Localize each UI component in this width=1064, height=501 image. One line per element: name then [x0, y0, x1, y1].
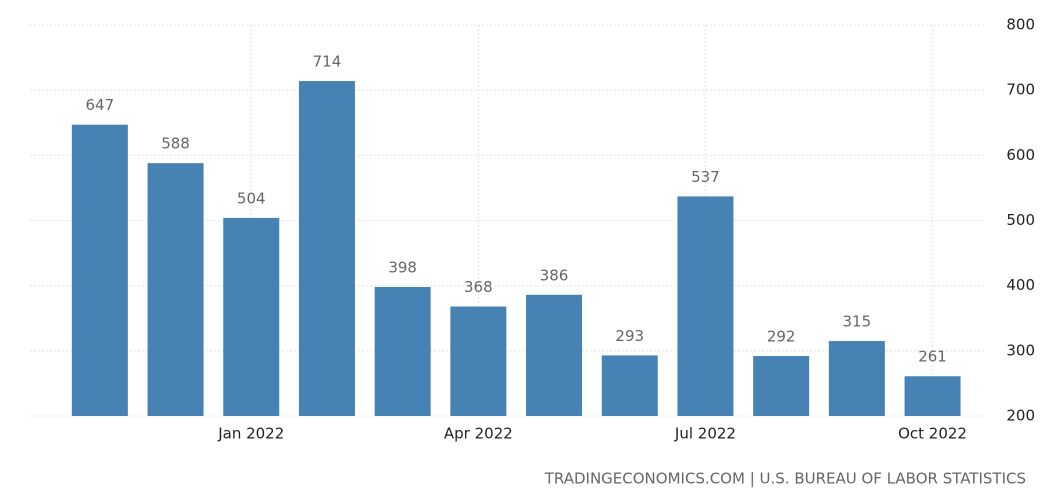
- y-tick-label: 300: [1006, 341, 1035, 359]
- y-tick-label: 400: [1006, 276, 1035, 294]
- bar: [71, 124, 128, 416]
- bar: [374, 286, 431, 416]
- value-label: 386: [540, 266, 569, 284]
- y-tick-label: 600: [1006, 146, 1035, 164]
- bar: [526, 294, 583, 416]
- value-label: 292: [767, 328, 796, 346]
- bar: [298, 81, 355, 416]
- source: TRADINGECONOMICS.COM | U.S. BUREAU OF LA…: [544, 470, 1026, 488]
- bar: [753, 356, 810, 416]
- value-label: 537: [691, 168, 720, 186]
- y-tick-label: 500: [1006, 211, 1035, 229]
- bar: [601, 355, 658, 416]
- y-tick-label: 700: [1006, 81, 1035, 99]
- x-tick-label: Oct 2022: [898, 425, 967, 443]
- bar: [147, 163, 204, 416]
- value-label: 261: [918, 348, 947, 366]
- bar: [904, 376, 961, 416]
- y-tick-label: 200: [1006, 407, 1035, 425]
- value-label: 293: [615, 327, 644, 345]
- bar: [677, 196, 734, 416]
- bar: [223, 217, 280, 416]
- x-tick-label: Jul 2022: [674, 425, 736, 443]
- x-tick-label: Jan 2022: [217, 425, 284, 443]
- value-label: 714: [313, 53, 342, 71]
- y-tick-label: 800: [1006, 16, 1035, 34]
- value-label: 398: [388, 258, 417, 276]
- value-label: 504: [237, 189, 266, 207]
- bar: [450, 306, 507, 416]
- value-label: 368: [464, 278, 493, 296]
- bar: [828, 341, 885, 416]
- value-label: 647: [86, 96, 115, 114]
- value-label: 315: [843, 313, 872, 331]
- value-label: 588: [161, 135, 190, 153]
- x-tick-label: Apr 2022: [444, 425, 513, 443]
